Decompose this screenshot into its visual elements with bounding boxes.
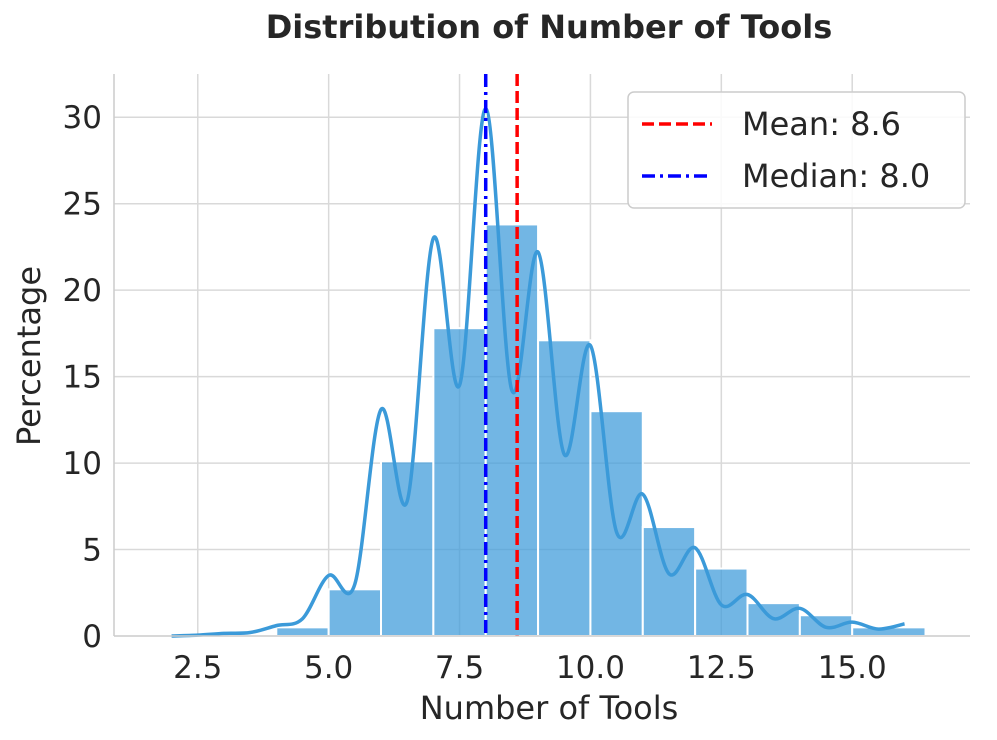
x-tick-label: 12.5: [687, 650, 756, 686]
kde-curve: [171, 106, 905, 638]
chart-title: Distribution of Number of Tools: [266, 8, 833, 46]
y-tick-label: 25: [63, 187, 102, 223]
y-tick-label: 0: [82, 619, 102, 655]
histogram-bar: [380, 460, 435, 637]
y-tick-label: 15: [63, 360, 102, 396]
x-axis-label: Number of Tools: [420, 689, 679, 727]
histogram-bar: [327, 588, 383, 638]
x-tick-label: 7.5: [435, 650, 484, 686]
reference-lines: [483, 74, 519, 636]
x-tick-label: 15.0: [818, 650, 887, 686]
y-tick-label: 30: [63, 100, 102, 136]
histogram-bar: [275, 626, 330, 637]
axes-spines: [113, 74, 970, 637]
y-tick-label: 20: [63, 273, 102, 309]
kde-curve-group: [171, 106, 905, 638]
legend: Mean: 8.6 Median: 8.0: [627, 91, 966, 209]
y-axis-label: Percentage: [10, 266, 48, 446]
histogram-bar: [589, 410, 644, 638]
histogram-bar: [432, 327, 487, 637]
histogram-bar: [641, 526, 697, 638]
x-tick-label: 5.0: [304, 650, 353, 686]
histogram-bars: [170, 223, 927, 638]
tick-labels: 0 5 10 15 20 25 30 2.5 5.0 7.5 10.0 12.5 15.0: [63, 100, 887, 686]
legend-label: Median: 8.0: [742, 157, 930, 195]
legend-box: [627, 91, 966, 209]
legend-label: Mean: 8.6: [742, 105, 901, 143]
histogram-bar: [537, 339, 592, 637]
y-tick-label: 10: [63, 446, 102, 482]
x-tick-label: 10.0: [556, 650, 625, 686]
y-tick-label: 5: [82, 533, 102, 569]
x-tick-label: 2.5: [173, 650, 222, 686]
